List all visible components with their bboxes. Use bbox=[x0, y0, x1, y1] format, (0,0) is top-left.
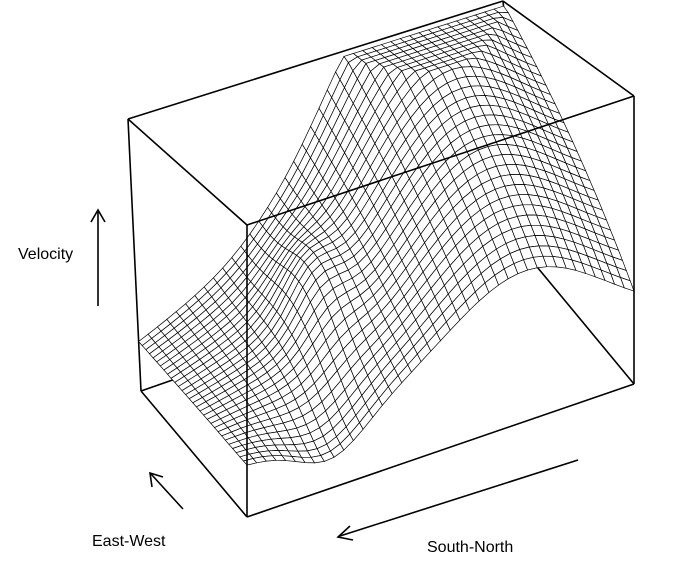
box-edge bbox=[140, 390, 248, 518]
box-edge bbox=[502, 0, 635, 97]
y-axis-label: East-West bbox=[92, 533, 166, 550]
box-edge bbox=[127, 118, 248, 226]
box-edge bbox=[527, 255, 635, 385]
x-axis-label: South-North bbox=[427, 539, 513, 556]
box-edge bbox=[246, 383, 635, 518]
velocity-arrow bbox=[90, 208, 106, 306]
bounding-box-front bbox=[246, 95, 635, 518]
box-edge bbox=[127, 118, 142, 392]
south-north-arrow bbox=[336, 459, 579, 541]
z-axis-label: Velocity bbox=[18, 246, 73, 263]
surface-mesh bbox=[138, 5, 635, 466]
east-west-arrow bbox=[149, 471, 184, 510]
box-edge bbox=[127, 0, 504, 120]
box-edge bbox=[246, 95, 635, 226]
